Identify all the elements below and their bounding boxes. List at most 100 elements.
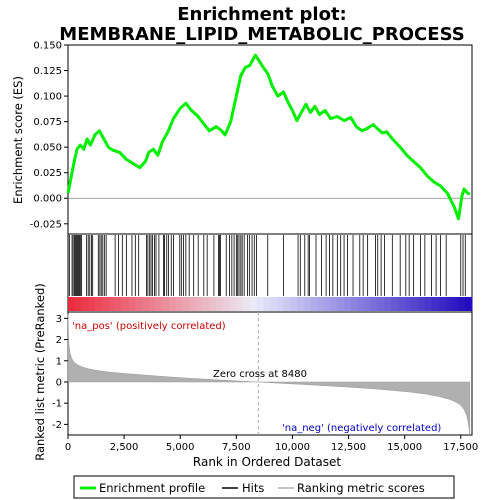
color-bar-segment — [155, 297, 163, 311]
color-bar-segment — [74, 297, 82, 311]
color-bar-segment — [364, 297, 372, 311]
hits-markers — [68, 235, 466, 296]
rank-x-tick-label: 2,500 — [110, 442, 139, 453]
color-bar-segment — [458, 297, 466, 311]
rank-x-tick-label: 15,000 — [387, 442, 422, 453]
color-bar-segment — [418, 297, 426, 311]
color-bar-segment — [411, 297, 419, 311]
color-bar-segment — [357, 297, 365, 311]
color-bar-segment — [94, 297, 103, 311]
rank-x-tick-label: 17,500 — [443, 442, 478, 453]
color-bar-segment — [135, 297, 143, 311]
color-bar-segment — [344, 297, 352, 311]
color-bar-segment — [216, 297, 224, 311]
pos-correlation-label: 'na_pos' (positively correlated) — [72, 321, 226, 332]
rank-x-axis: 0 2,500 5,000 7,500 10,000 12,500 15,000 17,500 — [65, 435, 478, 453]
color-bar-segment — [424, 297, 433, 311]
color-bar-segment — [337, 297, 345, 311]
legend-metric-label: Ranking metric scores — [297, 481, 425, 495]
color-bar-segment — [256, 297, 264, 311]
color-bar-segment — [222, 297, 231, 311]
es-y-tick-label: 0.025 — [33, 168, 62, 179]
color-bar-segment — [445, 297, 453, 311]
color-bar-segment — [243, 297, 251, 311]
color-bar-segment — [438, 297, 446, 311]
rank-x-tick-label: 10,000 — [275, 442, 310, 453]
color-bar-segment — [330, 297, 338, 311]
rank-y-axis: 3 2 1 0 -1 -2 — [52, 314, 68, 431]
color-bar-segment — [371, 297, 379, 311]
es-y-tick-label: 0.075 — [33, 117, 62, 128]
es-y-axis: 0.150 0.125 0.100 0.075 0.050 0.025 0.000 -0.02… — [30, 41, 68, 230]
color-bar-segment — [209, 297, 217, 311]
legend-profile-label: Enrichment profile — [99, 481, 205, 495]
color-bar-segment — [296, 297, 305, 311]
color-bar-segment — [81, 297, 89, 311]
color-bar-segment — [270, 297, 278, 311]
zero-cross-label: Zero cross at 8480 — [213, 369, 307, 380]
rank-color-bar — [68, 297, 473, 311]
color-bar-segment — [404, 297, 412, 311]
color-bar-segment — [162, 297, 170, 311]
color-bar-segment — [128, 297, 136, 311]
es-panel-frame — [67, 44, 473, 235]
color-bar-segment — [142, 297, 150, 311]
color-bar-segment — [317, 297, 325, 311]
legend: Enrichment profile Hits Ranking metric s… — [73, 475, 455, 499]
color-bar-segment — [323, 297, 332, 311]
color-bar-segment — [276, 297, 284, 311]
es-y-tick-label: 0.100 — [33, 92, 62, 103]
color-bar-segment — [189, 297, 197, 311]
es-y-tick-label: 0.125 — [33, 66, 62, 77]
rank-x-tick-label: 5,000 — [166, 442, 195, 453]
legend-hits-label: Hits — [242, 481, 264, 495]
es-y-axis-label: Enrichment score (ES) — [11, 76, 25, 204]
rank-y-tick-label: 2 — [56, 335, 62, 346]
rank-x-tick-label: 12,500 — [331, 442, 366, 453]
color-bar-segment — [236, 297, 244, 311]
color-bar-segment — [310, 297, 318, 311]
rank-y-axis-label: Ranked list metric (PreRanked) — [33, 283, 47, 461]
color-bar-segment — [263, 297, 271, 311]
color-bar-segment — [182, 297, 190, 311]
color-bar-segment — [229, 297, 237, 311]
es-y-tick-label: 0.150 — [33, 41, 62, 52]
color-bar-segment — [384, 297, 392, 311]
rank-x-tick-label: 7,500 — [222, 442, 251, 453]
color-bar-segment — [451, 297, 460, 311]
rank-panel-frame — [67, 311, 473, 436]
rank-y-tick-label: -1 — [52, 399, 62, 410]
color-bar-segment — [121, 297, 130, 311]
es-y-tick-label: -0.025 — [30, 219, 62, 230]
chart-subtitle: MEMBRANE_LIPID_METABOLIC_PROCESS — [59, 24, 464, 45]
rank-x-axis-label: Rank in Ordered Dataset — [193, 455, 341, 469]
color-bar-segment — [431, 297, 439, 311]
enrichment-profile-line — [66, 53, 471, 221]
rank-y-tick-label: 1 — [56, 356, 62, 367]
color-bar-segment — [377, 297, 385, 311]
color-bar-segment — [148, 297, 157, 311]
rank-y-tick-label: 0 — [56, 377, 62, 388]
es-y-tick-label: 0.050 — [33, 143, 62, 154]
color-bar-segment — [303, 297, 311, 311]
color-bar-segment — [249, 297, 258, 311]
color-bar-segment — [397, 297, 406, 311]
color-bar-segment — [175, 297, 183, 311]
color-bar-segment — [290, 297, 298, 311]
es-y-tick-label: 0.000 — [33, 194, 62, 205]
color-bar-segment — [68, 297, 76, 311]
rank-y-tick-label: -2 — [52, 420, 62, 431]
color-bar-segment — [202, 297, 210, 311]
color-bar-segment — [88, 297, 96, 311]
color-bar-segment — [350, 297, 359, 311]
color-bar-segment — [169, 297, 177, 311]
color-bar-segment — [391, 297, 399, 311]
color-bar-segment — [283, 297, 291, 311]
ranking-metric-area — [67, 314, 471, 436]
legend-box — [73, 475, 455, 499]
rank-x-tick-label: 0 — [65, 442, 71, 453]
color-bar-segment — [195, 297, 204, 311]
color-bar-segment — [115, 297, 123, 311]
neg-correlation-label: 'na_neg' (negatively correlated) — [282, 423, 441, 434]
